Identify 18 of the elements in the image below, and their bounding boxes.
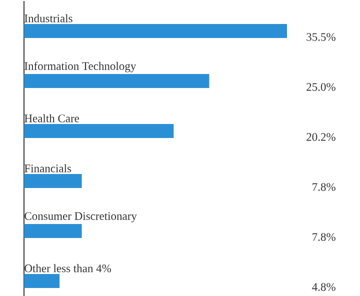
data-label: 7.8%	[312, 233, 336, 241]
data-label: 20.2%	[306, 133, 336, 141]
y-tick-label: Consumer Discretionary	[24, 212, 137, 222]
bar	[24, 74, 210, 88]
data-label: 7.8%	[312, 183, 336, 191]
data-label: 4.8%	[312, 283, 336, 291]
y-tick-label: Information Technology	[24, 62, 136, 72]
y-tick-label: Health Care	[24, 114, 80, 122]
y-tick-label: Financials	[24, 164, 72, 172]
bar	[24, 24, 288, 38]
bar	[24, 174, 82, 188]
bar	[24, 124, 174, 138]
bar	[24, 224, 82, 238]
data-label: 35.5%	[306, 33, 336, 41]
y-tick-label: Other less than 4%	[24, 264, 111, 272]
bar	[24, 274, 60, 288]
y-tick-label: Industrials	[24, 14, 72, 22]
data-label: 25.0%	[306, 83, 336, 91]
